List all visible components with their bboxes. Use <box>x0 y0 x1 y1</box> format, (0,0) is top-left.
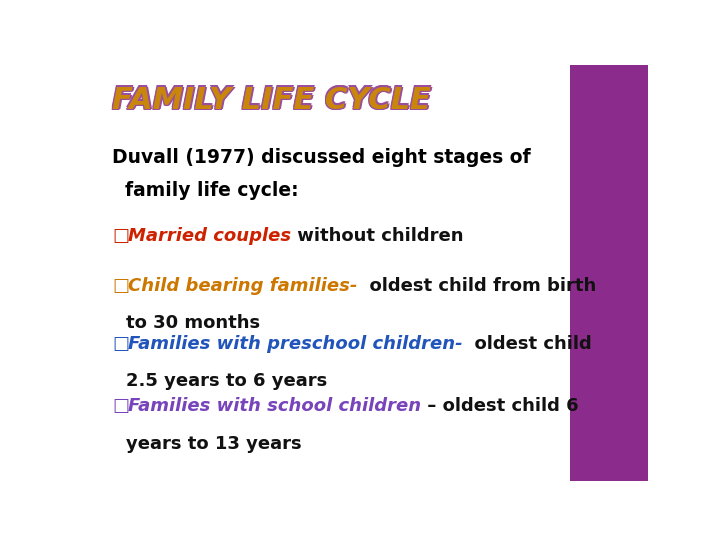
Text: FAMILY LIFE CYCLE: FAMILY LIFE CYCLE <box>114 84 432 113</box>
Text: Child bearing families-: Child bearing families- <box>127 277 357 295</box>
Text: – oldest child 6: – oldest child 6 <box>420 397 578 415</box>
Text: FAMILY LIFE CYCLE: FAMILY LIFE CYCLE <box>114 85 433 114</box>
Text: FAMILY LIFE CYCLE: FAMILY LIFE CYCLE <box>111 87 430 116</box>
Text: Married couples: Married couples <box>127 227 291 245</box>
Text: □: □ <box>112 335 130 353</box>
Text: FAMILY LIFE CYCLE: FAMILY LIFE CYCLE <box>112 84 431 113</box>
Text: oldest child from birth: oldest child from birth <box>357 277 596 295</box>
Text: FAMILY LIFE CYCLE: FAMILY LIFE CYCLE <box>114 87 432 116</box>
Text: □: □ <box>112 227 130 245</box>
Text: Families with preschool children-: Families with preschool children- <box>127 335 462 353</box>
Text: 2.5 years to 6 years: 2.5 years to 6 years <box>126 373 328 390</box>
Text: oldest child: oldest child <box>462 335 592 353</box>
Bar <box>570 65 648 481</box>
Text: years to 13 years: years to 13 years <box>126 435 302 453</box>
Text: □: □ <box>112 277 130 295</box>
Text: FAMILY LIFE CYCLE: FAMILY LIFE CYCLE <box>112 85 431 114</box>
Text: FAMILY LIFE CYCLE: FAMILY LIFE CYCLE <box>112 87 431 116</box>
Text: without children: without children <box>291 227 463 245</box>
Text: FAMILY LIFE CYCLE: FAMILY LIFE CYCLE <box>111 85 430 114</box>
Text: □: □ <box>112 397 130 415</box>
Text: family life cycle:: family life cycle: <box>112 181 299 200</box>
Text: Families with school children: Families with school children <box>127 397 420 415</box>
Text: to 30 months: to 30 months <box>126 314 261 332</box>
Text: FAMILY LIFE CYCLE: FAMILY LIFE CYCLE <box>111 84 430 113</box>
Text: Duvall (1977) discussed eight stages of: Duvall (1977) discussed eight stages of <box>112 148 531 167</box>
